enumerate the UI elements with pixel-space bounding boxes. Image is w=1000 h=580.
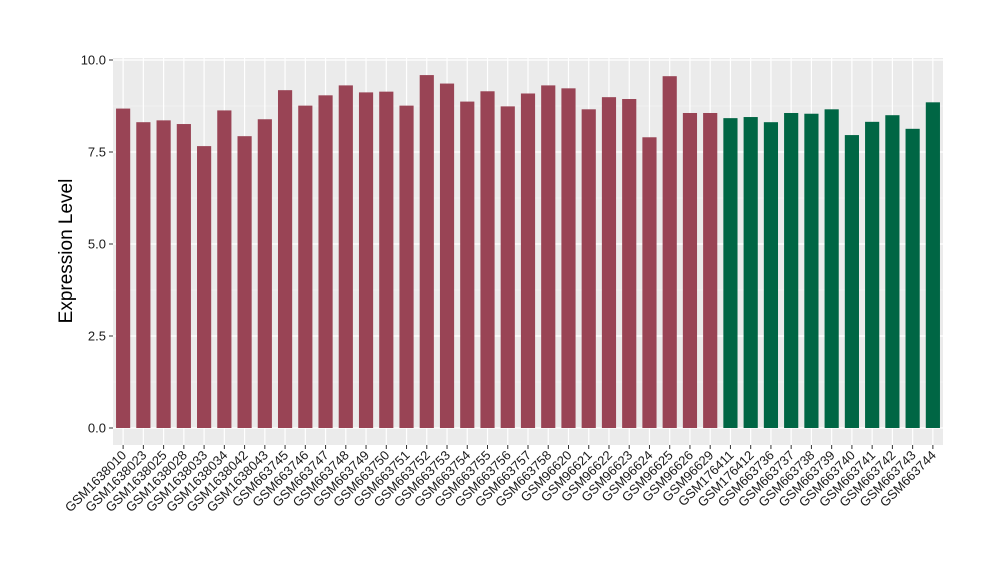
y-axis: 0.0 2.5 5.0 7.5 10.0 xyxy=(81,53,113,436)
bar-GSM1638042 xyxy=(237,136,252,428)
bar-GSM663751 xyxy=(399,105,414,428)
bar-GSM96620 xyxy=(561,88,576,428)
bar-GSM663743 xyxy=(905,128,920,429)
y-tick-label: 2.5 xyxy=(88,329,106,344)
bar-GSM663750 xyxy=(379,91,394,428)
y-tick-label: 7.5 xyxy=(88,145,106,160)
bar-GSM663747 xyxy=(318,95,333,428)
bar-GSM96621 xyxy=(581,109,596,428)
bar-GSM663758 xyxy=(541,85,556,428)
bar-GSM96629 xyxy=(703,112,718,428)
bar-GSM96625 xyxy=(662,76,677,428)
bar-GSM663737 xyxy=(784,112,799,428)
bar-GSM663744 xyxy=(925,102,940,428)
bar-GSM1638023 xyxy=(136,122,151,428)
bar-GSM663749 xyxy=(358,92,374,428)
bar-GSM96622 xyxy=(601,97,617,428)
bar-GSM96624 xyxy=(642,137,657,428)
bars xyxy=(116,75,940,429)
bar-GSM663757 xyxy=(520,93,536,428)
bar-GSM663755 xyxy=(480,91,495,428)
x-axis: GSM1638010GSM1638023GSM1638025GSM1638028… xyxy=(62,445,939,515)
bar-GSM96623 xyxy=(622,99,637,429)
y-tick-label: 5.0 xyxy=(88,237,106,252)
bar-GSM663740 xyxy=(844,135,859,428)
bar-GSM96626 xyxy=(682,112,698,428)
bar-GSM663742 xyxy=(885,115,900,428)
y-tick-label: 10.0 xyxy=(81,53,106,68)
bar-GSM663736 xyxy=(763,122,779,428)
bar-GSM663739 xyxy=(824,109,839,428)
bar-GSM663746 xyxy=(298,105,313,428)
bar-GSM176412 xyxy=(743,117,758,428)
y-axis-title: Expression Level xyxy=(56,179,77,324)
bar-GSM1638033 xyxy=(197,146,212,428)
bar-GSM663756 xyxy=(500,106,515,429)
bar-GSM1638028 xyxy=(176,124,191,429)
y-tick-label: 0.0 xyxy=(88,421,106,436)
bar-GSM663738 xyxy=(804,113,819,428)
bar-GSM663745 xyxy=(277,90,293,429)
bar-GSM663741 xyxy=(865,121,880,428)
bar-GSM1638025 xyxy=(156,120,171,429)
bar-GSM663752 xyxy=(419,75,434,428)
bar-GSM663753 xyxy=(439,83,455,428)
bar-GSM1638034 xyxy=(217,110,232,428)
bar-GSM1638010 xyxy=(116,108,131,429)
bar-GSM176411 xyxy=(723,118,738,429)
bar-GSM1638043 xyxy=(257,119,272,429)
bar-GSM663748 xyxy=(338,85,353,428)
bar-GSM663754 xyxy=(460,101,475,429)
